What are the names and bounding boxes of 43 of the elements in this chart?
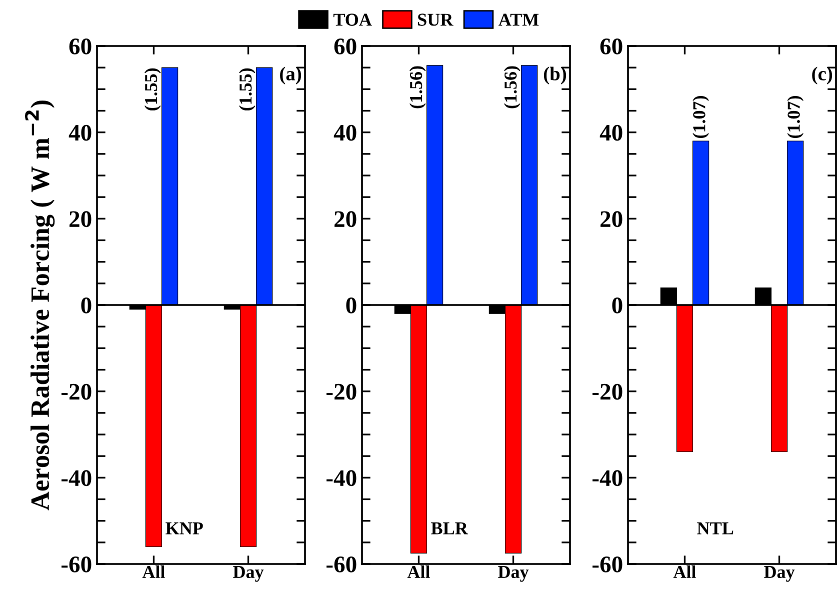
y-tick-label: 60 [334, 38, 356, 54]
x-tick-label: Day [764, 566, 795, 582]
y-tick-label: 20 [334, 211, 356, 228]
x-tick-label: All [673, 565, 696, 578]
annotation: (1.55) [144, 68, 161, 110]
annotation: NTL [697, 522, 734, 534]
legend-label: ATM [498, 14, 539, 26]
y-tick-label: -40 [326, 470, 356, 486]
annotation: KNP [166, 522, 203, 534]
x-tick-label: All [142, 565, 165, 578]
x-tick-label: Day [233, 566, 264, 582]
annotation: (1.55) [238, 68, 256, 110]
y-tick-label: 20 [600, 211, 622, 228]
y-tick-label: 0 [81, 297, 92, 314]
legend-label: TOA [333, 14, 372, 26]
y-tick-label: -20 [326, 384, 356, 400]
y-tick-label: 60 [69, 38, 92, 54]
y-tick-label: -60 [62, 556, 92, 572]
x-tick-label: Day [498, 566, 529, 582]
legend-label: SUR [418, 14, 454, 26]
y-tick-label: 40 [334, 124, 356, 141]
y-tick-label: 20 [70, 211, 92, 228]
y-tick-label: -20 [62, 384, 92, 400]
y-tick-label: -60 [592, 556, 622, 572]
y-tick-label: 60 [600, 38, 622, 54]
annotation: (c) [812, 66, 832, 84]
y-tick-label: 0 [346, 297, 356, 314]
annotation: (b) [544, 66, 566, 84]
y-tick-label: -20 [592, 384, 622, 400]
annotation: (a) [280, 66, 302, 84]
y-axis-title: Aerosol Radiative Forcing ( W m$^{−2}$) [25, 100, 55, 510]
y-tick-label: -40 [62, 470, 92, 486]
y-tick-label: 40 [600, 124, 622, 141]
x-tick-label: All [407, 565, 430, 578]
annotation: (1.56) [504, 66, 520, 108]
annotation: (1.56) [409, 66, 426, 108]
y-tick-label: -40 [592, 470, 622, 486]
y-tick-label: 40 [68, 124, 92, 141]
annotation: BLR [431, 522, 468, 534]
annotation: (1.07) [787, 96, 804, 138]
annotation: (1.07) [692, 96, 709, 138]
y-tick-label: -60 [326, 556, 356, 572]
y-tick-label: 0 [612, 297, 622, 314]
